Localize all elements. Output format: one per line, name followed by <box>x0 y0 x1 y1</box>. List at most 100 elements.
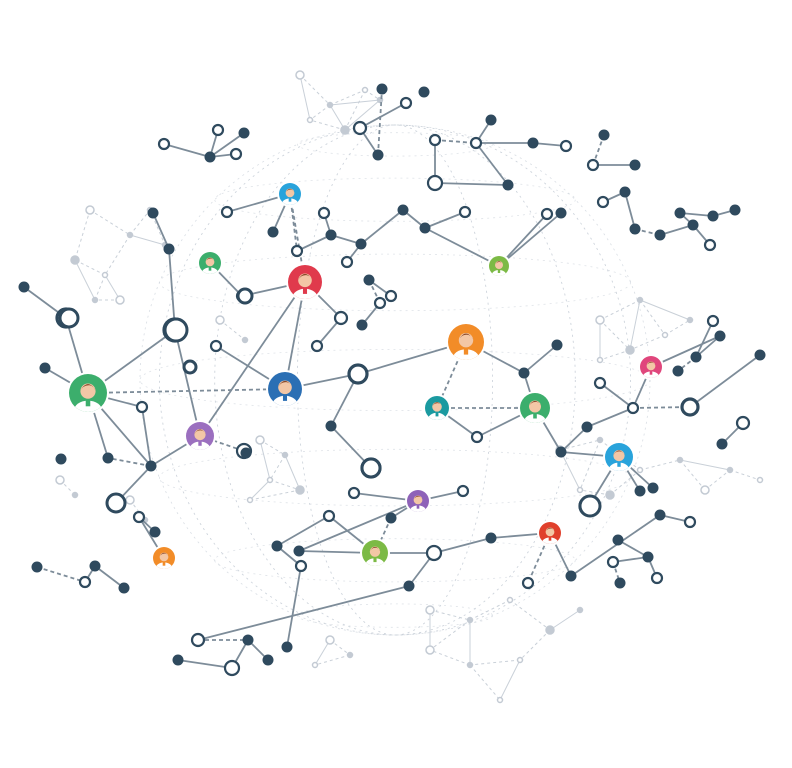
dot-node <box>39 362 51 374</box>
ring-node <box>78 575 92 589</box>
avatar-center-blue <box>266 370 304 408</box>
connection-line <box>523 344 558 374</box>
mesh-line <box>329 104 346 131</box>
person-shirt <box>73 400 103 412</box>
mesh-node <box>70 255 80 265</box>
mesh-line <box>429 609 471 621</box>
person-hair <box>545 527 555 532</box>
wireframe-globe <box>139 124 651 636</box>
ring-node <box>593 376 607 390</box>
mesh-node <box>466 661 474 669</box>
connection-line <box>209 132 245 158</box>
connection-line <box>436 341 467 409</box>
mesh-line <box>679 459 731 471</box>
dot-node <box>502 179 514 191</box>
ring-node <box>322 509 336 523</box>
ring-node <box>294 559 308 573</box>
ring-node <box>540 207 554 221</box>
avatar-green-right <box>518 391 552 425</box>
person-icon <box>523 400 547 423</box>
ring-node <box>333 310 349 326</box>
person-shirt <box>608 462 630 471</box>
avatar-left-green-small <box>197 250 223 276</box>
mesh-node <box>91 296 99 304</box>
person-shirt <box>155 562 173 569</box>
mesh-node <box>756 476 764 484</box>
mesh-line <box>639 299 666 336</box>
connection-line <box>434 182 509 186</box>
dot-node <box>518 367 530 379</box>
mesh-node <box>255 435 265 445</box>
avatar-teal <box>423 394 451 422</box>
person-shirt <box>189 441 211 450</box>
person-face <box>432 402 442 412</box>
person-face <box>545 527 555 537</box>
person-shirt <box>491 270 507 276</box>
connection-line <box>433 537 492 554</box>
mesh-node <box>466 616 474 624</box>
dot-node <box>267 226 279 238</box>
connection-line <box>586 407 634 428</box>
dot-node <box>262 654 274 666</box>
connection-line <box>360 209 404 245</box>
person-icon <box>73 383 103 412</box>
connection-line <box>560 426 588 453</box>
mesh-node <box>346 651 354 659</box>
person-tie <box>548 536 552 541</box>
ring-node <box>626 401 640 415</box>
mesh-node <box>700 485 710 495</box>
mesh-node <box>55 475 65 485</box>
person-face <box>159 552 169 562</box>
mesh-line <box>519 629 551 661</box>
mesh-line <box>104 274 121 301</box>
people-avatars <box>67 181 664 571</box>
person-shirt <box>365 558 385 566</box>
person-icon <box>292 273 318 299</box>
person-icon <box>608 450 630 471</box>
background-mesh-nodes <box>55 70 764 704</box>
dot-node <box>647 482 659 494</box>
person-face <box>285 188 295 198</box>
globe-meridian <box>214 124 576 636</box>
mesh-node <box>425 605 435 615</box>
person-tie <box>288 197 292 202</box>
connection-line <box>286 565 302 648</box>
dot-node <box>385 512 397 524</box>
dot-node <box>89 560 101 572</box>
connection-line <box>197 585 410 641</box>
person-shirt <box>201 267 219 274</box>
ring-node <box>521 576 535 590</box>
ring-node <box>706 314 720 328</box>
dot-node <box>325 420 337 432</box>
dot-node <box>672 365 684 377</box>
mesh-node <box>126 231 134 239</box>
mesh-node <box>311 661 319 669</box>
mesh-node <box>125 495 135 505</box>
mesh-node <box>281 451 289 459</box>
mesh-node <box>306 116 314 124</box>
avatar-bottom-lime <box>360 538 390 568</box>
ring-node <box>163 317 189 343</box>
person-face <box>413 495 423 505</box>
person-icon <box>189 429 211 450</box>
mesh-line <box>104 234 131 276</box>
connection-line <box>424 211 466 229</box>
person-face <box>458 333 474 348</box>
mesh-line <box>579 489 611 496</box>
ring-node <box>735 415 751 431</box>
connection-line <box>107 457 152 467</box>
connection-line <box>695 320 714 358</box>
mesh-line <box>599 299 641 321</box>
globe-meridian <box>139 124 651 636</box>
mesh-line <box>469 659 521 666</box>
dot-node <box>729 204 741 216</box>
person-face <box>369 546 381 557</box>
connection-line <box>174 329 201 437</box>
dot-node <box>363 274 375 286</box>
globe-parallel <box>214 177 576 222</box>
dot-node <box>634 485 646 497</box>
mesh-node <box>506 596 514 604</box>
dot-node <box>565 570 577 582</box>
ring-node <box>290 244 304 258</box>
dot-node <box>355 238 367 250</box>
